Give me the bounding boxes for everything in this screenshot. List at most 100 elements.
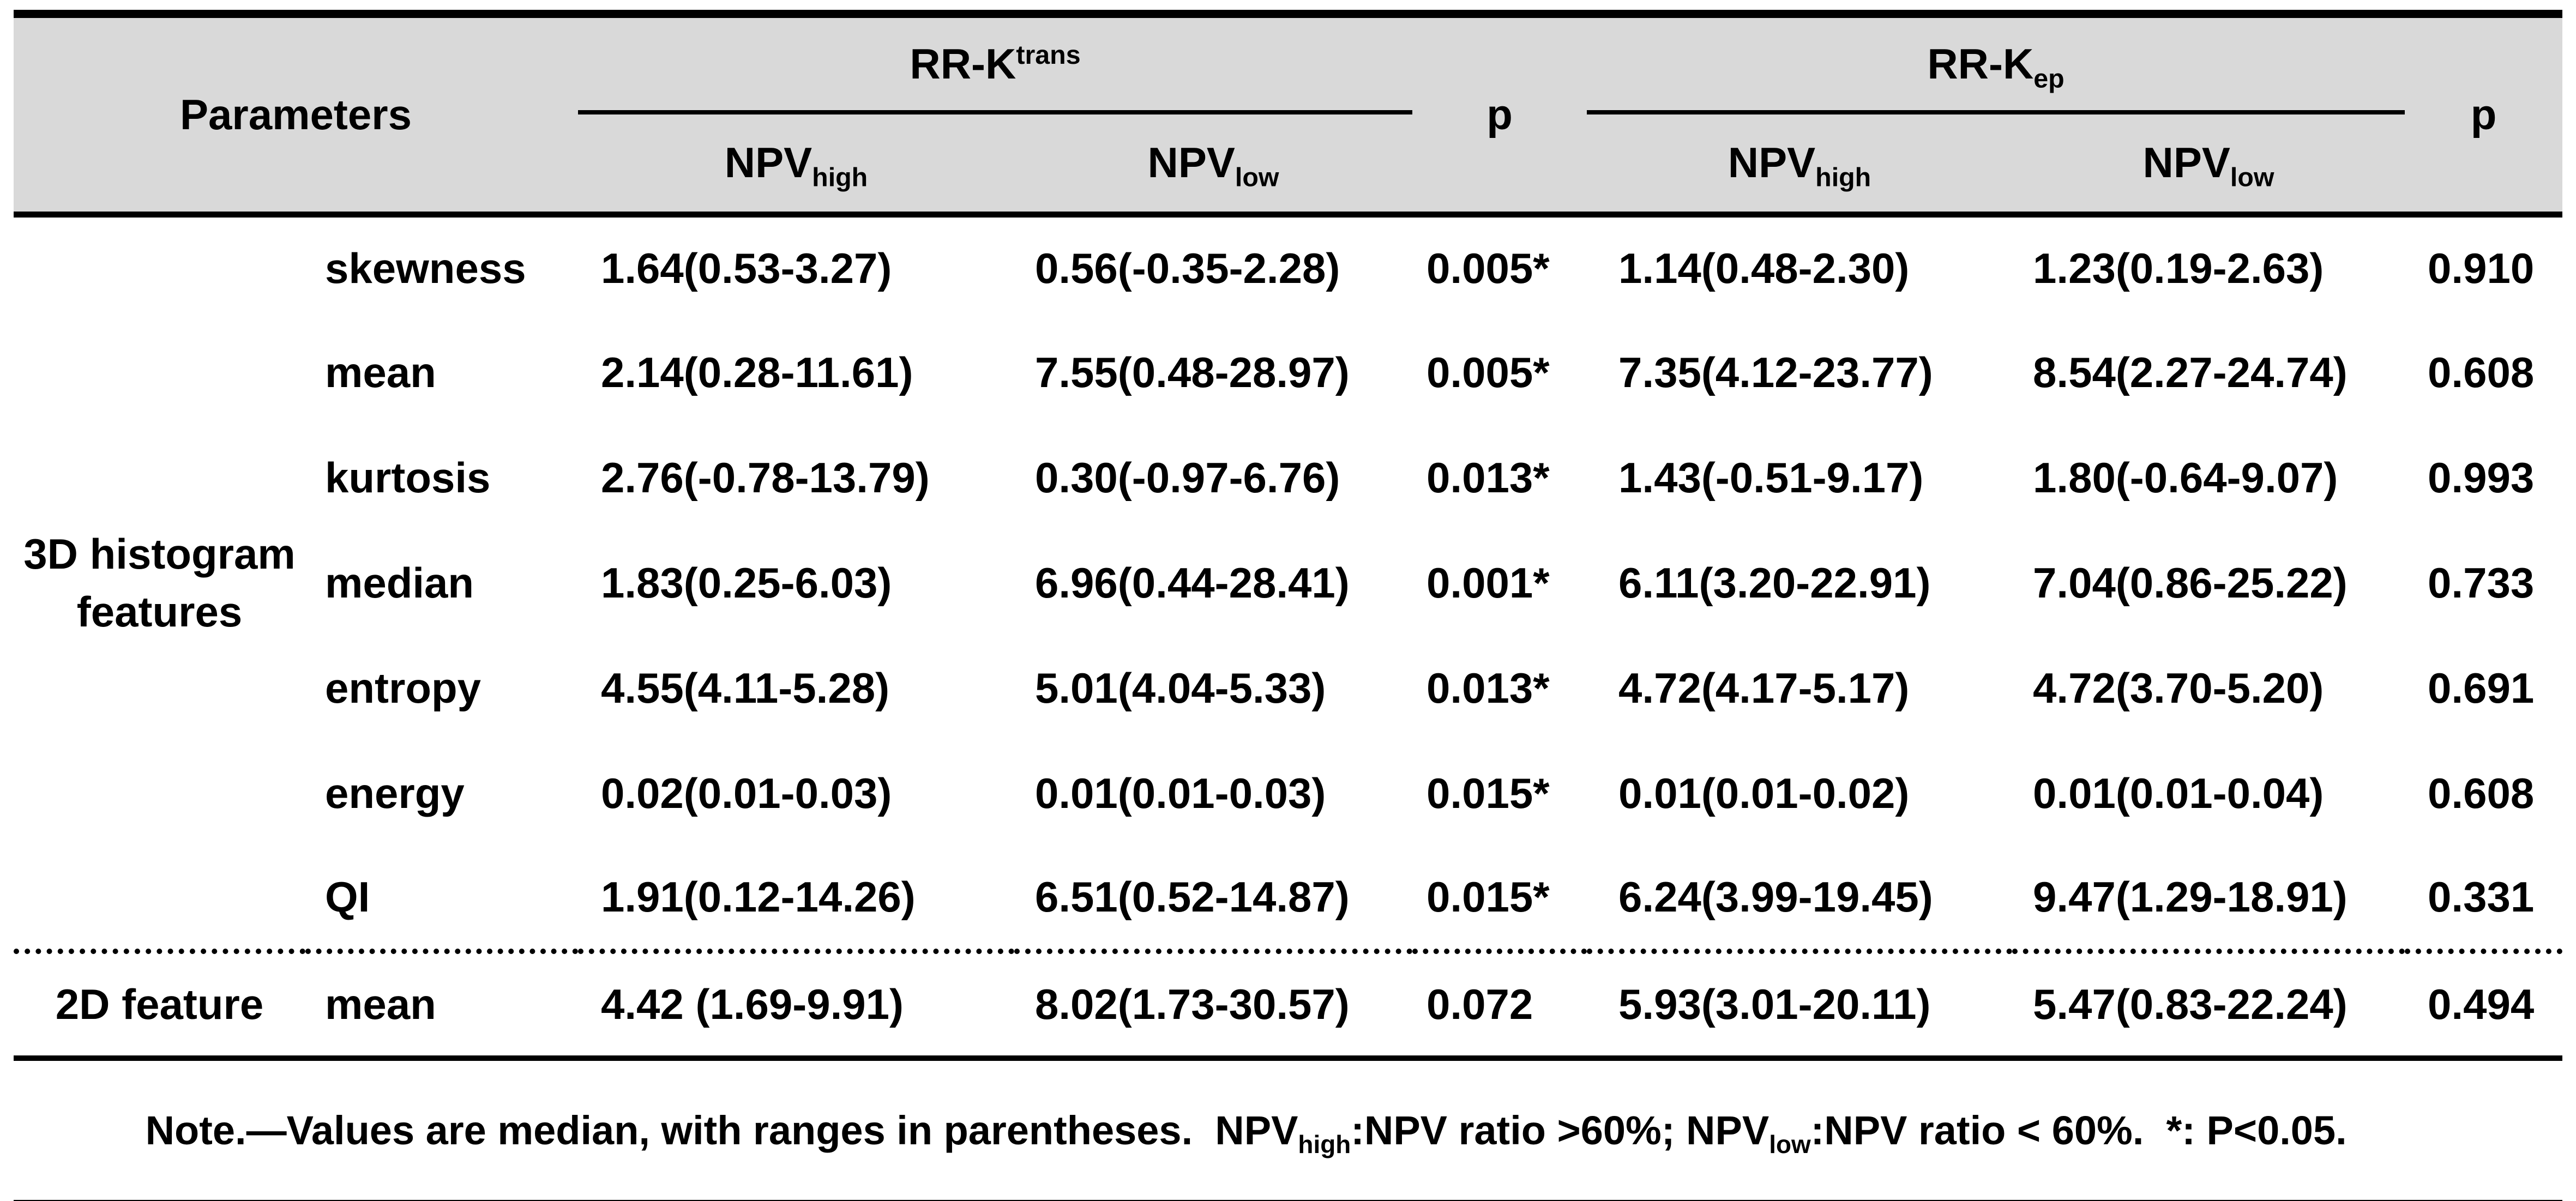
rr-ktrans-base: RR-K — [910, 39, 1016, 88]
cell-ktrans-npv-high: 2.14(0.28-11.61) — [601, 348, 913, 396]
cell-kep-npv-low: 1.23(0.19-2.63) — [2033, 244, 2324, 293]
param-label: median — [325, 558, 474, 607]
cell-p-ktrans: 0.015* — [1427, 769, 1550, 817]
cell-ktrans-npv-high: 1.64(0.53-3.27) — [601, 244, 892, 293]
cell-p-ktrans: 0.005* — [1427, 244, 1550, 293]
cell-kep-npv-low: 9.47(1.29-18.91) — [2033, 873, 2348, 921]
table-row-kurtosis: kurtosis 2.76(-0.78-13.79) 0.30(-0.97-6.… — [14, 425, 2562, 530]
cell-p-kep: 0.910 — [2428, 244, 2535, 293]
header-npv-low-ktrans: NPVlow — [1014, 112, 1413, 218]
cell-kep-npv-high: 0.01(0.01-0.02) — [1618, 769, 1910, 817]
cell-ktrans-npv-high: 1.83(0.25-6.03) — [601, 558, 892, 607]
p-label: p — [1486, 90, 1513, 138]
header-npv-high-kep: NPVhigh — [1587, 112, 2013, 218]
cell-ktrans-npv-low: 0.56(-0.35-2.28) — [1035, 244, 1340, 293]
header-row-groups: Parameters RR-Ktrans p RR-Kep p — [14, 14, 2563, 218]
npv-base: NPV — [1686, 1107, 1770, 1153]
cell-kep-npv-low: 7.04(0.86-25.22) — [2033, 558, 2348, 607]
rr-ktrans-superscript: trans — [1016, 40, 1081, 70]
cell-p-kep: 0.494 — [2405, 948, 2563, 1058]
param-label: entropy — [325, 663, 482, 712]
group-label-3d-histogram-features: 3D histogram features — [23, 530, 296, 636]
cell-ktrans-npv-high: 1.91(0.12-14.26) — [601, 873, 916, 921]
rr-kep-base: RR-K — [1927, 39, 2034, 88]
note-text: :NPV ratio >60%; — [1351, 1107, 1687, 1153]
table-row-median: median 1.83(0.25-6.03) 6.96(0.44-28.41) … — [14, 530, 2562, 636]
cell-kep-npv-low: 5.47(0.83-22.24) — [2012, 948, 2405, 1058]
npv-base: NPV — [1215, 1107, 1298, 1153]
table-row-qi: QI 1.91(0.12-14.26) 6.51(0.52-14.87) 0.0… — [14, 846, 2562, 951]
cell-p-ktrans: 0.005* — [1427, 348, 1550, 396]
parameters-label: Parameters — [180, 90, 412, 138]
cell-p-kep: 0.331 — [2428, 873, 2535, 921]
cell-ktrans-npv-high: 4.42 (1.69-9.91) — [578, 948, 1014, 1058]
cell-p-kep: 0.608 — [2428, 769, 2535, 817]
npv-base: NPV — [724, 138, 812, 187]
cell-ktrans-npv-high: 2.76(-0.78-13.79) — [601, 453, 930, 502]
npv-high-subscript: high — [1815, 162, 1871, 192]
header-npv-high-ktrans: NPVhigh — [578, 112, 1014, 218]
table-row-mean-3d: mean 2.14(0.28-11.61) 7.55(0.48-28.97) 0… — [14, 320, 2562, 425]
cell-p-ktrans: 0.001* — [1427, 558, 1550, 607]
cell-ktrans-npv-low: 0.01(0.01-0.03) — [1035, 769, 1326, 817]
group-label-2d-feature: 2D feature — [14, 948, 305, 1058]
cell-p-ktrans: 0.013* — [1427, 453, 1550, 502]
cell-ktrans-npv-low: 6.96(0.44-28.41) — [1035, 558, 1350, 607]
cell-ktrans-npv-low: 7.55(0.48-28.97) — [1035, 348, 1350, 396]
cell-kep-npv-high: 5.93(3.01-20.11) — [1587, 948, 2013, 1058]
cell-p-kep: 0.608 — [2428, 348, 2535, 396]
cell-p-ktrans: 0.072 — [1412, 948, 1587, 1058]
cell-p-kep: 0.733 — [2428, 558, 2535, 607]
cell-ktrans-npv-high: 0.02(0.01-0.03) — [601, 769, 892, 817]
param-label: kurtosis — [325, 453, 491, 502]
header-p-ktrans: p — [1412, 14, 1587, 218]
header-p-kep: p — [2405, 14, 2563, 218]
param-label: skewness — [325, 244, 526, 293]
header-row-subgroups: NPVhigh NPVlow NPVhigh NPVlow — [14, 112, 2562, 218]
npv-high-subscript: high — [1298, 1130, 1351, 1158]
cell-kep-npv-high: 1.14(0.48-2.30) — [1618, 244, 1910, 293]
npv-low-subscript: low — [1769, 1130, 1811, 1158]
cell-p-kep: 0.993 — [2428, 453, 2535, 502]
cell-kep-npv-high: 1.43(-0.51-9.17) — [1618, 453, 1924, 502]
npv-base: NPV — [1728, 138, 1816, 187]
header-parameters: Parameters — [14, 14, 578, 218]
cell-ktrans-npv-low: 8.02(1.73-30.57) — [1014, 948, 1413, 1058]
note-significance-text: *: P<0.05. — [2166, 1107, 2347, 1153]
table-note: Note.—Values are median, with ranges in … — [14, 1055, 2563, 1201]
cell-p-kep: 0.691 — [2428, 663, 2535, 712]
rr-kep-subscript: ep — [2033, 64, 2065, 94]
cell-p-ktrans: 0.013* — [1427, 663, 1550, 712]
cell-kep-npv-high: 6.11(3.20-22.91) — [1618, 558, 1931, 607]
npv-low-subscript: low — [2230, 162, 2274, 192]
cell-ktrans-npv-high: 4.55(4.11-5.28) — [601, 663, 890, 712]
table-note-row: Note.—Values are median, with ranges in … — [14, 1055, 2563, 1201]
cell-kep-npv-high: 6.24(3.99-19.45) — [1618, 873, 1933, 921]
cell-kep-npv-low: 1.80(-0.64-9.07) — [2033, 453, 2338, 502]
npv-low-subscript: low — [1235, 162, 1279, 192]
note-text: :NPV ratio < 60%. — [1810, 1107, 2166, 1153]
npv-base: NPV — [2142, 138, 2230, 187]
header-npv-low-kep: NPVlow — [2012, 112, 2405, 218]
cell-kep-npv-high: 4.72(4.17-5.17) — [1618, 663, 1910, 712]
param-label: mean — [325, 348, 436, 396]
table-row-energy: energy 0.02(0.01-0.03) 0.01(0.01-0.03) 0… — [14, 741, 2562, 846]
p-label: p — [2470, 90, 2497, 138]
cell-kep-npv-low: 0.01(0.01-0.04) — [2033, 769, 2324, 817]
cell-kep-npv-low: 8.54(2.27-24.74) — [2033, 348, 2348, 396]
cell-ktrans-npv-low: 6.51(0.52-14.87) — [1035, 873, 1350, 921]
note-text: Note.—Values are median, with ranges in … — [145, 1107, 1215, 1153]
param-label: energy — [325, 769, 465, 817]
table-row-entropy: entropy 4.55(4.11-5.28) 5.01(4.04-5.33) … — [14, 636, 2562, 741]
param-label: QI — [325, 873, 370, 921]
statistics-table: Parameters RR-Ktrans p RR-Kep p NPVhigh — [14, 10, 2563, 1201]
param-label: mean — [305, 948, 578, 1058]
table-body: 3D histogram features skewness 1.64(0.53… — [14, 215, 2563, 1201]
cell-ktrans-npv-low: 0.30(-0.97-6.76) — [1035, 453, 1340, 502]
table-header: Parameters RR-Ktrans p RR-Kep p NPVhigh — [14, 14, 2563, 218]
cell-ktrans-npv-low: 5.01(4.04-5.33) — [1035, 663, 1326, 712]
npv-base: NPV — [1147, 138, 1235, 187]
header-rr-kep: RR-Kep — [1587, 14, 2405, 114]
table-row-skewness: 3D histogram features skewness 1.64(0.53… — [14, 215, 2562, 636]
